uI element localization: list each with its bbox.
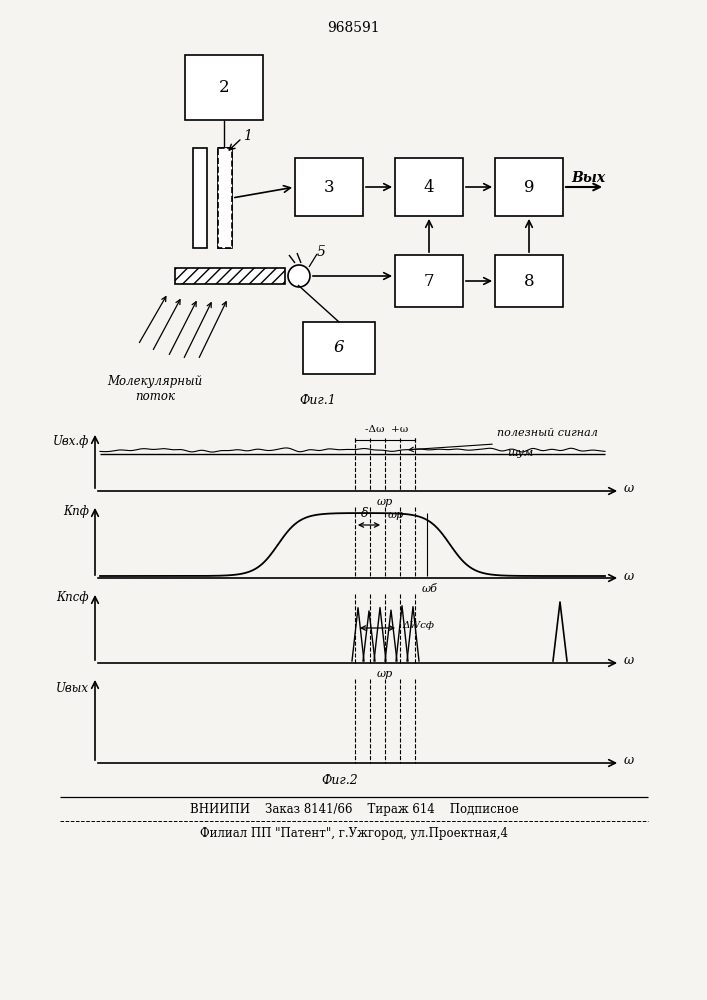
Text: шум: шум — [507, 448, 533, 458]
Text: ω: ω — [624, 754, 634, 768]
Bar — [395, 158, 463, 216]
Text: 6: 6 — [334, 340, 344, 357]
Text: 9: 9 — [524, 178, 534, 196]
Text: ω: ω — [624, 570, 634, 582]
Text: 4: 4 — [423, 178, 434, 196]
Text: полезный сигнал: полезный сигнал — [497, 428, 598, 438]
Bar — [185, 55, 263, 120]
Text: Филиал ПП "Патент", г.Ужгород, ул.Проектная,4: Филиал ПП "Патент", г.Ужгород, ул.Проект… — [200, 828, 508, 840]
Text: -Δω  +ω: -Δω +ω — [366, 425, 409, 434]
Text: 2: 2 — [218, 79, 229, 96]
Text: δ: δ — [361, 507, 369, 520]
Text: 3: 3 — [324, 178, 334, 196]
Text: Кпсф: Кпсф — [57, 591, 89, 604]
Text: Молекулярный
поток: Молекулярный поток — [107, 375, 203, 403]
Bar — [175, 268, 285, 284]
Text: Uвх.ф: Uвх.ф — [52, 436, 89, 448]
Text: ωр: ωр — [377, 497, 393, 507]
Text: ωб: ωб — [422, 584, 438, 594]
Text: 1: 1 — [243, 129, 252, 143]
Text: 5: 5 — [317, 245, 326, 259]
Bar — [395, 255, 463, 307]
Text: Кпф: Кпф — [63, 504, 89, 518]
Text: Uвых: Uвых — [56, 682, 89, 696]
Bar — [495, 158, 563, 216]
Text: ΔWсф: ΔWсф — [402, 620, 434, 630]
Text: ωр: ωр — [388, 510, 404, 520]
Text: ω: ω — [624, 483, 634, 495]
Bar — [495, 255, 563, 307]
Text: 7: 7 — [423, 272, 434, 290]
Bar — [218, 148, 232, 248]
Circle shape — [288, 265, 310, 287]
Text: 968591: 968591 — [327, 21, 380, 35]
Text: ВНИИПИ    Заказ 8141/66    Тираж 614    Подписное: ВНИИПИ Заказ 8141/66 Тираж 614 Подписное — [189, 802, 518, 816]
Text: ωр: ωр — [377, 669, 393, 679]
Bar — [218, 148, 232, 248]
Text: ω: ω — [624, 654, 634, 668]
Bar — [303, 322, 375, 374]
Text: Фиг.1: Фиг.1 — [300, 393, 337, 406]
Text: Вых: Вых — [571, 171, 605, 185]
Text: Фиг.2: Фиг.2 — [322, 774, 358, 786]
Text: 8: 8 — [524, 272, 534, 290]
Bar — [295, 158, 363, 216]
Bar — [193, 148, 207, 248]
